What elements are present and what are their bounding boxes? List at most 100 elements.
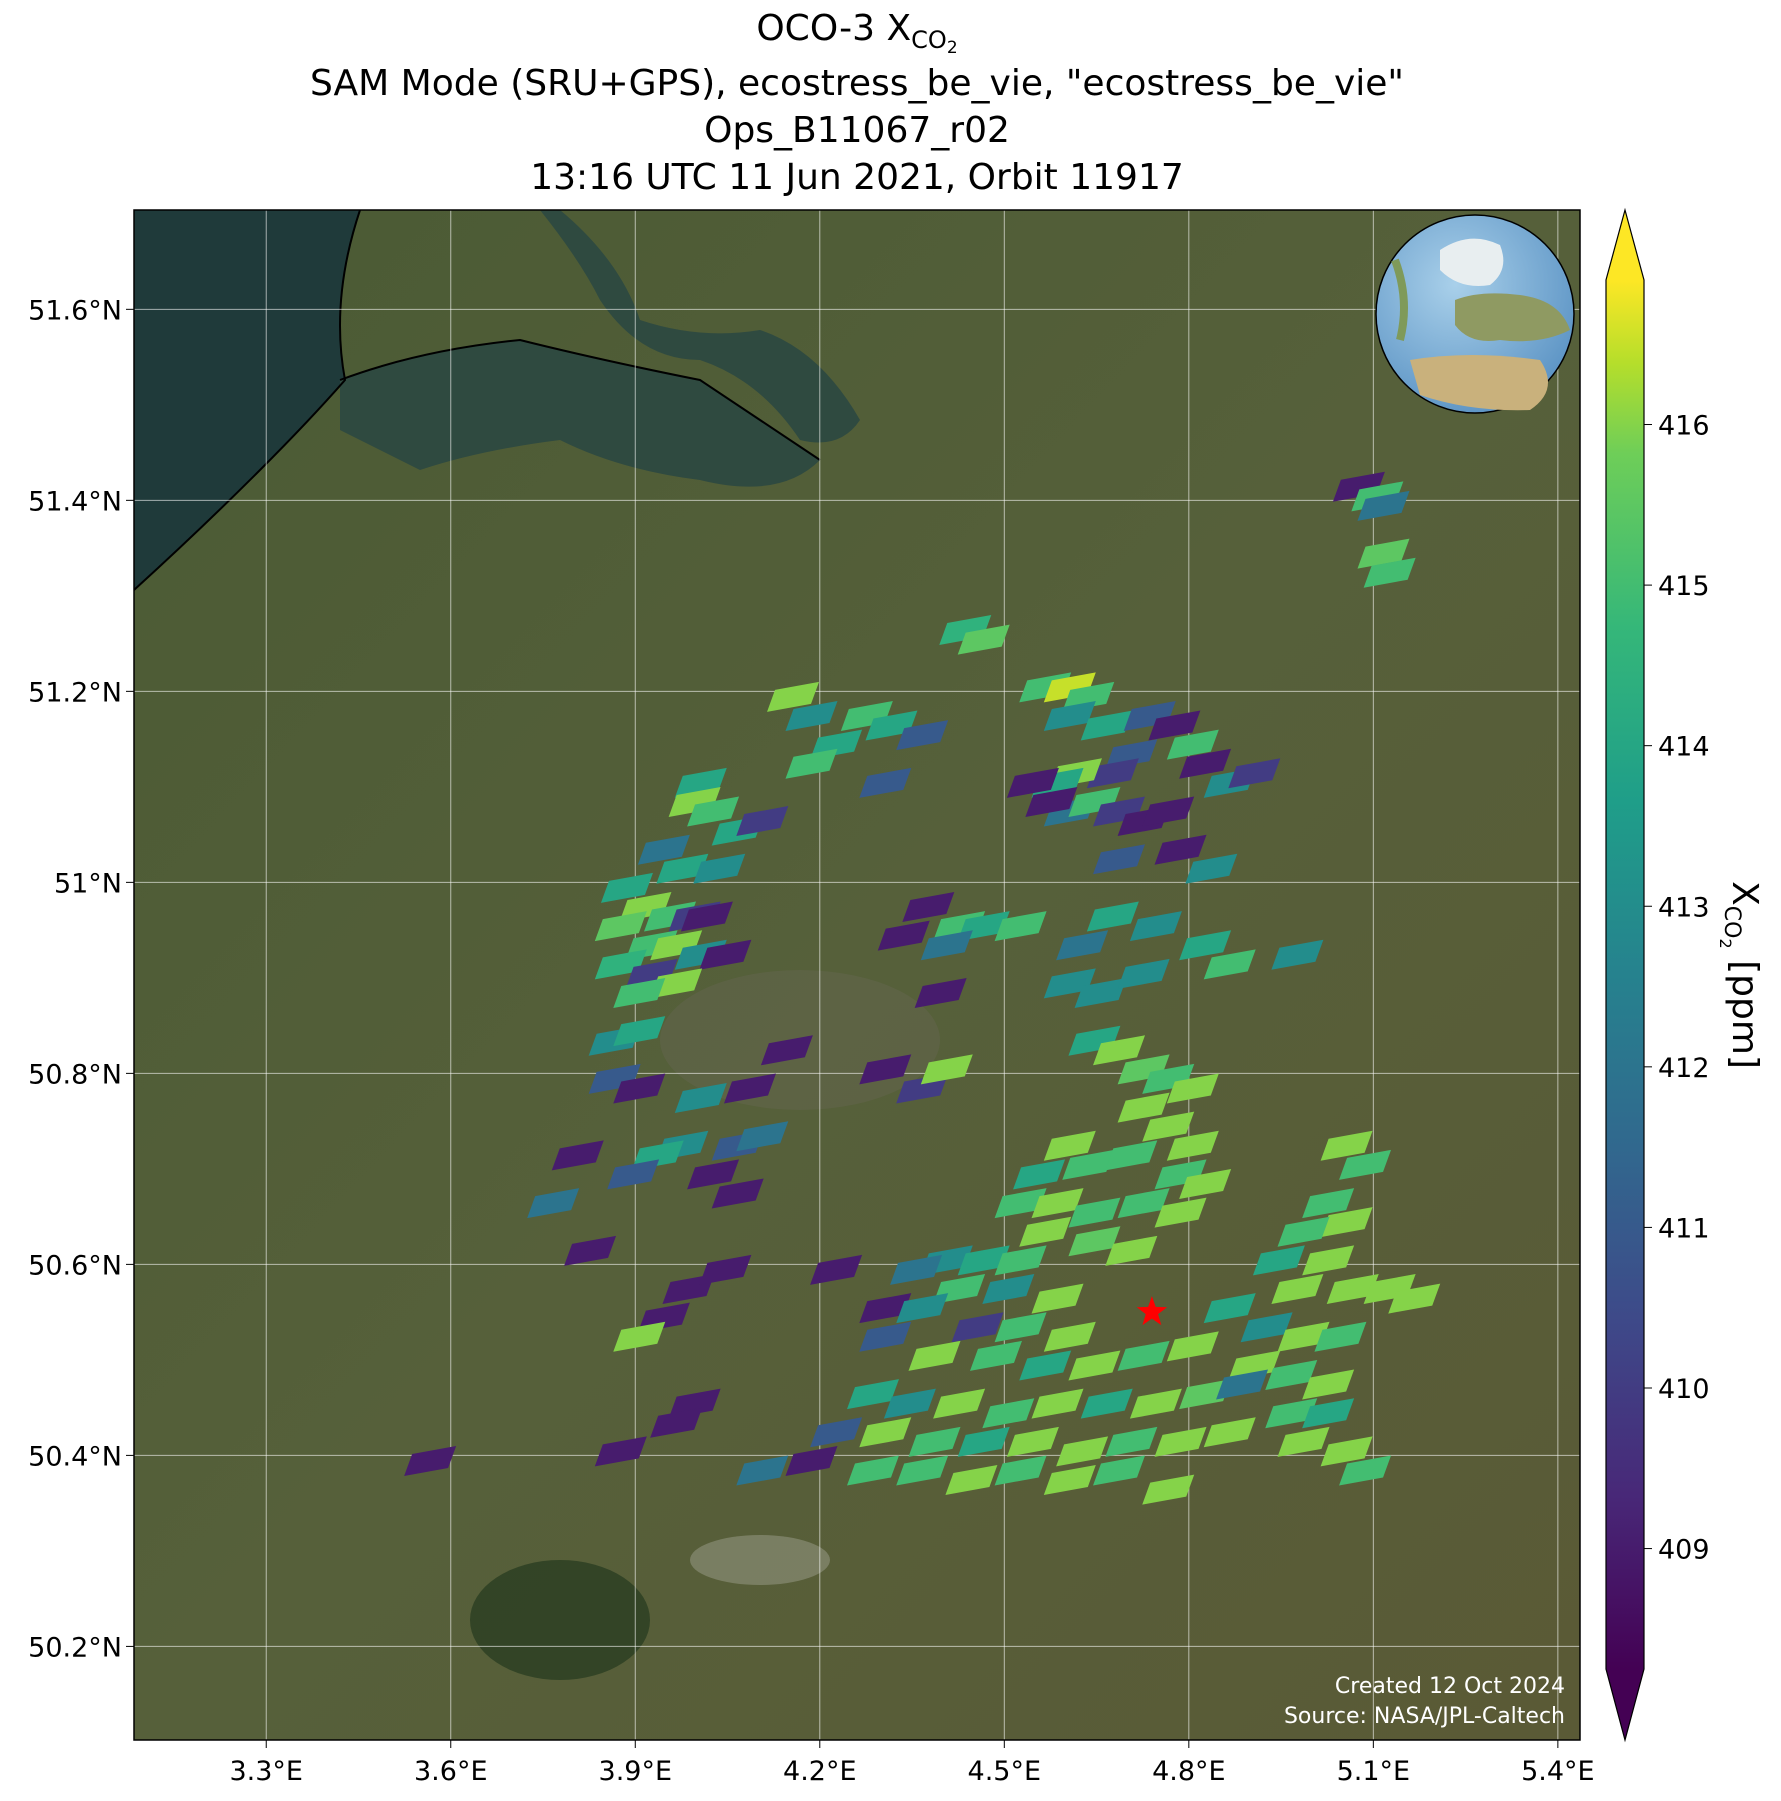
credit-text: Created 12 Oct 2024 xyxy=(1335,1674,1565,1699)
x-tick-label: 3.9°E xyxy=(599,1756,673,1787)
sounding-cell xyxy=(1154,1426,1207,1457)
sounding-cell xyxy=(1179,1379,1232,1410)
sounding-cell xyxy=(613,977,666,1008)
sounding-cell xyxy=(1086,758,1139,789)
sounding-cell xyxy=(1013,1159,1066,1190)
sounding-cell xyxy=(1080,1388,1133,1419)
colorbar-tick-label: 411 xyxy=(1658,1213,1710,1244)
sounding-cell xyxy=(810,1254,863,1285)
sounding-cell xyxy=(1252,1245,1305,1276)
sounding-cell xyxy=(859,1417,912,1448)
sounding-cell xyxy=(404,1445,457,1476)
sounding-cell xyxy=(699,1254,752,1285)
sounding-cell xyxy=(1025,786,1078,817)
sounding-cell xyxy=(846,1379,899,1410)
sounding-cell xyxy=(760,1035,813,1066)
sounding-cell xyxy=(1339,1455,1392,1486)
sounding-cell xyxy=(1326,1274,1379,1305)
x-tick-label: 5.4°E xyxy=(1521,1756,1595,1787)
sounding-cell xyxy=(1062,681,1115,712)
sounding-cell xyxy=(1093,1035,1146,1066)
colorbar-extend-min xyxy=(1606,1669,1644,1740)
sounding-cell xyxy=(810,1417,863,1448)
sounding-cell xyxy=(1388,1283,1441,1314)
sounding-cell xyxy=(1271,939,1324,970)
titles: SAM Mode (SRU+GPS), ecostress_be_vie, "e… xyxy=(310,63,1404,198)
map-frame xyxy=(133,209,1581,1741)
sounding-cell xyxy=(1302,1369,1355,1400)
sounding-cell xyxy=(607,1159,660,1190)
sounding-cell xyxy=(736,1121,789,1152)
sounding-cell xyxy=(859,1293,912,1324)
sounding-cell xyxy=(1117,1340,1170,1371)
sounding-cell xyxy=(637,834,690,865)
colorbar-label-subsub: 2 xyxy=(1716,938,1735,948)
sounding-cell xyxy=(1117,1092,1170,1123)
title-subsubscript: 2 xyxy=(947,38,958,58)
sounding-cell xyxy=(1043,1321,1096,1352)
colorbar-tick-label: 414 xyxy=(1658,732,1710,763)
x-tick-label: 4.5°E xyxy=(968,1756,1042,1787)
x-tick-label: 5.1°E xyxy=(1337,1756,1411,1787)
title-line: SAM Mode (SRU+GPS), ecostress_be_vie, "e… xyxy=(310,63,1404,104)
sounding-cell xyxy=(1031,1188,1084,1219)
title-text: OCO-3 X xyxy=(756,8,911,49)
sounding-cell xyxy=(1179,1168,1232,1199)
soundings xyxy=(404,471,1441,1505)
sounding-cell xyxy=(982,1274,1035,1305)
y-tick-label: 50.6°N xyxy=(28,1250,122,1281)
sounding-cell xyxy=(564,1235,617,1266)
sounding-cell xyxy=(551,1140,604,1171)
sounding-cell xyxy=(1062,1149,1115,1180)
sounding-cell xyxy=(1105,1140,1158,1171)
title-subscript: CO xyxy=(911,26,947,54)
sounding-cell xyxy=(890,1254,943,1285)
sounding-cell xyxy=(1240,1312,1293,1343)
sounding-cell xyxy=(846,1455,899,1486)
y-tick-label: 51.4°N xyxy=(28,486,122,517)
sounding-cell xyxy=(1265,1359,1318,1390)
colorbar-extend-max xyxy=(1606,210,1644,280)
y-tick-label: 51°N xyxy=(54,868,122,899)
x-tick-label: 3.3°E xyxy=(229,1756,303,1787)
sounding-cell xyxy=(1105,1426,1158,1457)
sounding-cell xyxy=(785,1445,838,1476)
sounding-cell xyxy=(723,1073,776,1104)
credits: Created 12 Oct 2024 Source: NASA/JPL-Calt… xyxy=(1284,1674,1565,1729)
inset-globe xyxy=(1375,214,1575,414)
sounding-cell xyxy=(711,1178,764,1209)
x-tick-label: 4.8°E xyxy=(1152,1756,1226,1787)
sounding-cell xyxy=(1179,930,1232,961)
sounding-cell xyxy=(957,1245,1010,1276)
sounding-cell xyxy=(1043,1465,1096,1496)
sounding-cell xyxy=(1056,1436,1109,1467)
sounding-cell xyxy=(1203,1293,1256,1324)
sounding-cell xyxy=(1185,853,1238,884)
sounding-cell xyxy=(1074,977,1127,1008)
sounding-cell xyxy=(613,1016,666,1047)
sounding-cell xyxy=(1363,557,1416,588)
sounding-cell xyxy=(1154,834,1207,865)
sounding-cell xyxy=(1277,1216,1330,1247)
sounding-cell xyxy=(1043,1130,1096,1161)
sounding-cell xyxy=(994,1245,1047,1276)
sounding-cell xyxy=(1271,1274,1324,1305)
colorbar-tick-label: 416 xyxy=(1658,411,1710,442)
colorbar-tick-label: 413 xyxy=(1658,892,1710,923)
sounding-cell xyxy=(1105,739,1158,770)
sounding-cell xyxy=(1031,1283,1084,1314)
colorbar-outline xyxy=(1605,207,1645,1743)
sounding-cell xyxy=(1142,1111,1195,1142)
sounding-cell xyxy=(650,1407,703,1438)
sounding-cell xyxy=(1031,1388,1084,1419)
title-line: Ops_B11067_r02 xyxy=(704,110,1010,151)
sounding-cell xyxy=(1068,1226,1121,1257)
sounding-cell xyxy=(957,1426,1010,1457)
sounding-cell xyxy=(1320,1436,1373,1467)
sounding-cell xyxy=(1129,911,1182,942)
sounding-cell xyxy=(982,1398,1035,1429)
sounding-cell xyxy=(1093,1455,1146,1486)
sounding-cell xyxy=(1019,1350,1072,1381)
sounding-cell xyxy=(785,701,838,731)
sounding-cell xyxy=(1203,1417,1256,1448)
